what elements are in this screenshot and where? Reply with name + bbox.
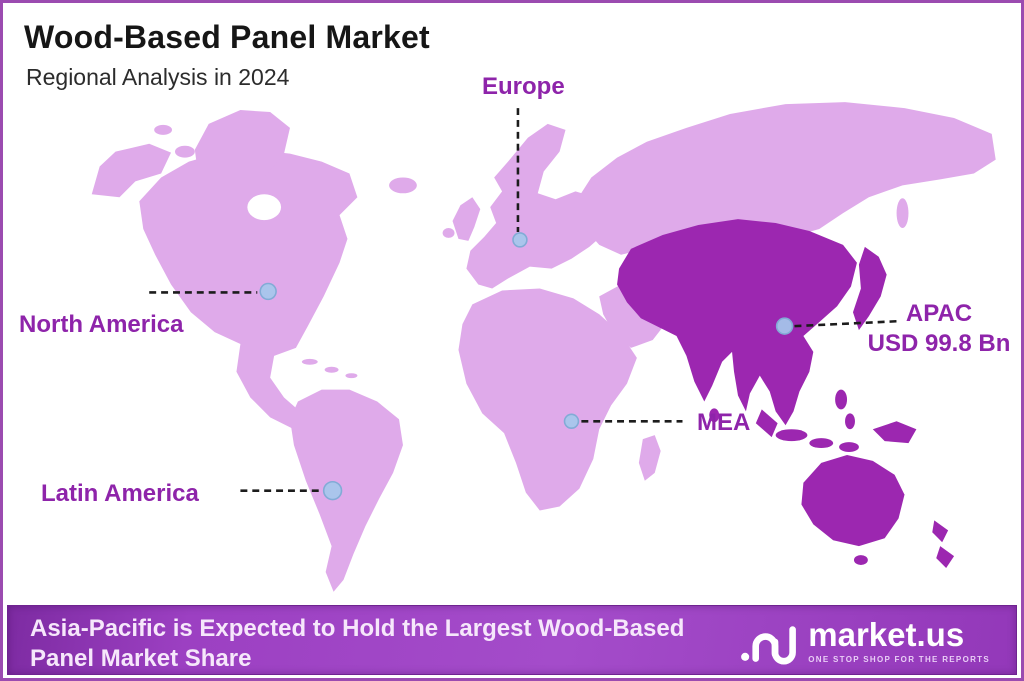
marketus-logo: market.us ONE STOP SHOP FOR THE REPORTS: [739, 617, 990, 665]
map-region-alaska: [91, 143, 172, 198]
map-arctic-island: [218, 128, 243, 141]
map-region-indonesia: [839, 442, 859, 453]
map-region-tasmania: [853, 555, 868, 566]
map-hudson-bay: [247, 194, 282, 221]
logo-tagline: ONE STOP SHOP FOR THE REPORTS: [808, 655, 990, 664]
map-region-greenland: [194, 110, 290, 188]
map-region-sumatra: [755, 409, 778, 438]
map-region-australia: [801, 454, 905, 547]
location-marker-latin-america-icon: [322, 480, 343, 501]
map-region-sakhalin: [896, 198, 909, 228]
location-marker-mea-icon: [563, 413, 580, 430]
map-region-apac-mainland: [617, 219, 857, 426]
map-region-madagascar: [638, 435, 661, 481]
location-marker-europe-icon: [512, 232, 528, 248]
region-label-mea: MEA: [697, 409, 751, 436]
location-marker-apac-icon: [775, 317, 794, 335]
page-title: Wood-Based Panel Market: [24, 19, 430, 55]
map-arctic-island: [154, 124, 173, 135]
logo-wordmark: market.us: [808, 616, 965, 653]
region-label-apac: APAC USD 99.8 Bn: [861, 299, 1017, 359]
map-region-europe: [466, 123, 612, 289]
region-label-north-america: North America: [19, 311, 184, 338]
map-region-uk: [452, 197, 481, 241]
map-region-africa: [458, 288, 637, 511]
map-arctic-island: [174, 145, 195, 158]
map-region-new-guinea: [872, 421, 917, 444]
map-caribbean-island: [324, 366, 339, 373]
region-label-latin-america: Latin America: [41, 480, 199, 507]
map-region-japan: [852, 246, 887, 331]
banner-headline: Asia-Pacific is Expected to Hold the Lar…: [30, 615, 685, 673]
leader-line-apac: [794, 319, 899, 328]
region-label-apac-name: APAC: [905, 300, 973, 327]
marketus-logo-text: market.us ONE STOP SHOP FOR THE REPORTS: [808, 618, 990, 664]
map-region-russia: [573, 102, 996, 255]
map-region-south-america: [289, 389, 403, 592]
map-region-ireland: [442, 228, 455, 238]
map-region-philippines: [845, 413, 855, 430]
map-region-new-zealand: [932, 520, 949, 543]
map-region-north-america: [139, 149, 358, 430]
map-caribbean-island: [301, 358, 318, 365]
region-value-apac: USD 99.8 Bn: [867, 330, 1011, 357]
map-region-sri-lanka: [709, 408, 720, 423]
map-region-new-zealand: [936, 546, 955, 568]
map-region-iceland: [389, 177, 417, 194]
map-region-philippines: [835, 389, 848, 410]
map-region-indonesia: [809, 438, 834, 449]
world-map: [91, 102, 996, 592]
map-caribbean-island: [345, 373, 358, 379]
region-label-europe: Europe: [482, 73, 565, 100]
marketus-logo-icon: [741, 626, 797, 665]
bottom-banner: Asia-Pacific is Expected to Hold the Lar…: [7, 605, 1017, 675]
location-marker-north-america-icon: [259, 282, 277, 301]
page-subtitle: Regional Analysis in 2024: [26, 64, 290, 90]
map-region-indonesia: [775, 429, 808, 442]
